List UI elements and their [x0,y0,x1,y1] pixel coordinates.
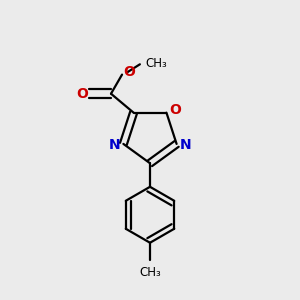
Text: CH₃: CH₃ [145,57,167,70]
Text: O: O [169,103,181,117]
Text: N: N [180,138,191,152]
Text: O: O [124,65,135,79]
Text: CH₃: CH₃ [139,266,161,279]
Text: O: O [76,87,88,101]
Text: N: N [109,138,120,152]
